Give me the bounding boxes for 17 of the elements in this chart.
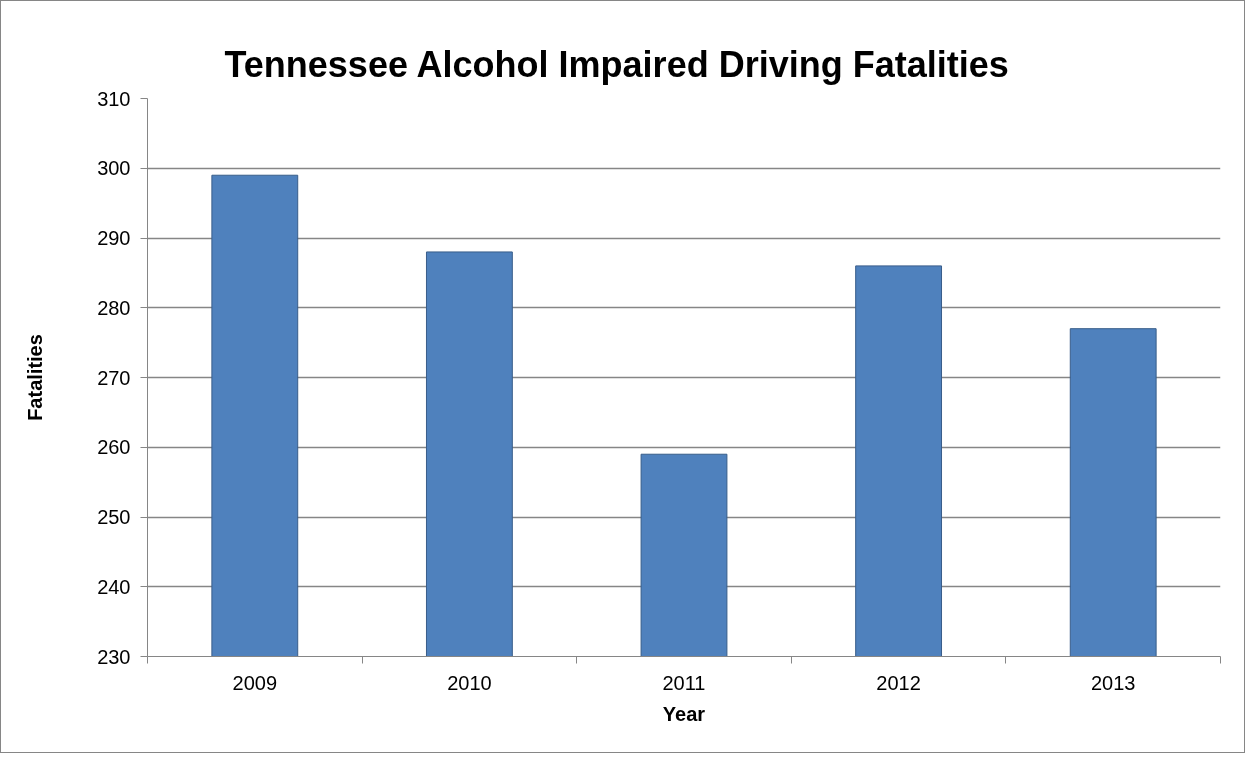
x-axis-title: Year [662, 702, 706, 725]
x-tick-label: 2012 [876, 671, 921, 694]
x-tick-label: 2009 [232, 671, 278, 694]
y-tick-label: 270 [97, 366, 131, 389]
y-tick-label: 230 [97, 645, 131, 668]
y-tick-label: 240 [97, 575, 131, 598]
x-tick-label: 2011 [662, 671, 706, 694]
y-tick-label: 310 [97, 87, 131, 110]
y-tick-label: 290 [97, 227, 131, 249]
x-tick-label: 2010 [447, 671, 492, 694]
y-axis-title: Fatalities [24, 334, 47, 421]
y-tick-label: 250 [97, 506, 131, 528]
y-tick-label: 280 [97, 296, 131, 319]
y-tick-label: 300 [97, 157, 131, 180]
y-tick-label: 260 [97, 436, 131, 459]
x-tick-label: 2013 [1090, 671, 1136, 694]
chart-title: Tennessee Alcohol Impaired Driving Fatalities [224, 43, 1009, 85]
